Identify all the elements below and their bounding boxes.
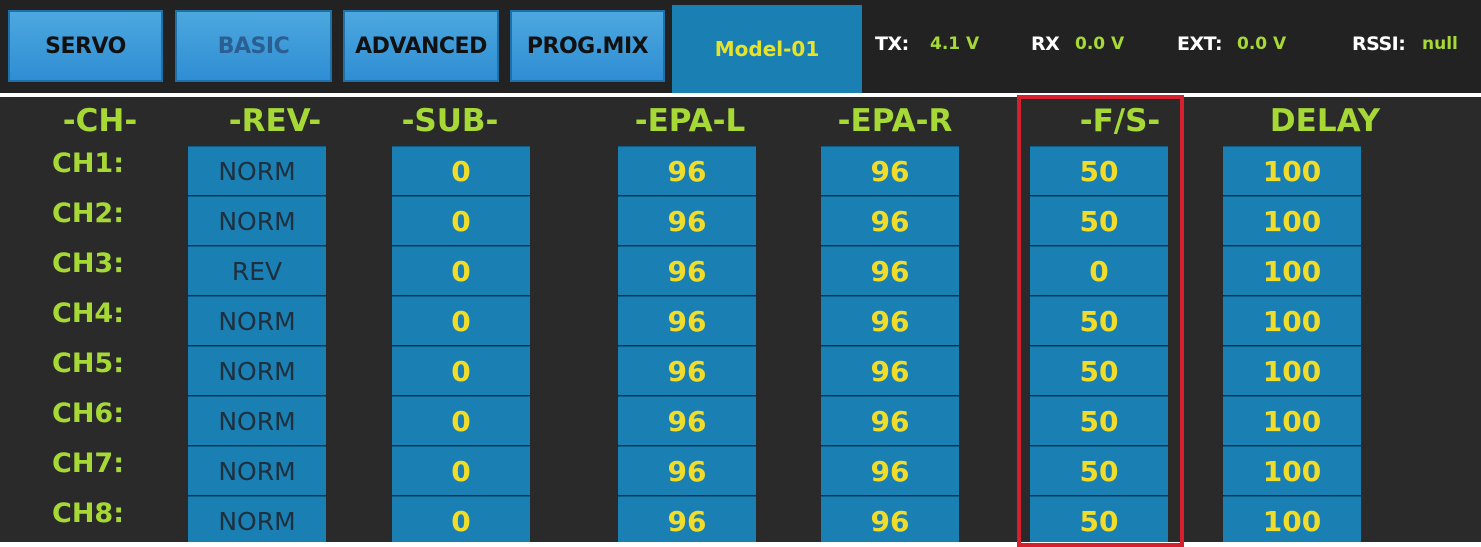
rev-cell[interactable]: NORM	[188, 296, 326, 345]
failsafe-cell[interactable]: 50	[1030, 346, 1168, 395]
tab-prog-mix[interactable]: PROG.MIX	[510, 10, 665, 82]
tx-voltage: 4.1 V	[930, 34, 980, 54]
epa-right-cell[interactable]: 96	[821, 296, 959, 345]
epa-right-cell[interactable]: 96	[821, 346, 959, 395]
tab-advanced[interactable]: ADVANCED	[343, 10, 499, 82]
epa-right-cell[interactable]: 96	[821, 496, 959, 542]
epa-right-cell[interactable]: 96	[821, 446, 959, 495]
failsafe-cell[interactable]: 50	[1030, 496, 1168, 542]
tab-basic[interactable]: BASIC	[175, 10, 332, 82]
channel-label: CH1:	[52, 148, 124, 179]
sub-trim-cell[interactable]: 0	[392, 396, 530, 445]
column-header-sub: -SUB-	[401, 103, 499, 139]
column-header-ch: -CH-	[62, 103, 138, 139]
failsafe-cell[interactable]: 50	[1030, 396, 1168, 445]
epa-left-cell[interactable]: 96	[618, 446, 756, 495]
column-header-failsafe: -F/S-	[1079, 103, 1161, 139]
model-name[interactable]: Model-01	[672, 5, 862, 93]
failsafe-cell[interactable]: 50	[1030, 296, 1168, 345]
epa-left-cell[interactable]: 96	[618, 246, 756, 295]
sub-trim-cell[interactable]: 0	[392, 446, 530, 495]
delay-cell[interactable]: 100	[1223, 296, 1361, 345]
epa-left-cell[interactable]: 96	[618, 296, 756, 345]
delay-cell[interactable]: 100	[1223, 496, 1361, 542]
delay-cell[interactable]: 100	[1223, 346, 1361, 395]
epa-right-cell[interactable]: 96	[821, 396, 959, 445]
rx-voltage: 0.0 V	[1075, 34, 1125, 54]
sub-trim-cell[interactable]: 0	[392, 196, 530, 245]
failsafe-cell[interactable]: 0	[1030, 246, 1168, 295]
column-header-epa-l: -EPA-L	[634, 103, 746, 139]
channel-label: CH2:	[52, 198, 124, 229]
channel-label: CH5:	[52, 348, 124, 379]
delay-cell[interactable]: 100	[1223, 246, 1361, 295]
epa-left-cell[interactable]: 96	[618, 196, 756, 245]
epa-right-cell[interactable]: 96	[821, 196, 959, 245]
rx-label: RX	[1031, 33, 1060, 55]
channel-label: CH4:	[52, 298, 124, 329]
servo-table: -CH- -REV- -SUB- -EPA-L -EPA-R -F/S- DEL…	[0, 97, 1481, 542]
delay-cell[interactable]: 100	[1223, 396, 1361, 445]
epa-left-cell[interactable]: 96	[618, 146, 756, 195]
rssi-value: null	[1422, 34, 1458, 54]
sub-trim-cell[interactable]: 0	[392, 246, 530, 295]
rev-cell[interactable]: NORM	[188, 346, 326, 395]
failsafe-cell[interactable]: 50	[1030, 446, 1168, 495]
channel-label: CH8:	[52, 498, 124, 529]
tab-servo[interactable]: SERVO	[8, 10, 163, 82]
rev-cell[interactable]: NORM	[188, 496, 326, 542]
channel-label: CH6:	[52, 398, 124, 429]
tx-label: TX:	[875, 33, 909, 55]
column-header-rev: -REV-	[228, 103, 322, 139]
epa-right-cell[interactable]: 96	[821, 146, 959, 195]
sub-trim-cell[interactable]: 0	[392, 346, 530, 395]
rev-cell[interactable]: NORM	[188, 396, 326, 445]
column-header-epa-r: -EPA-R	[837, 103, 953, 139]
epa-left-cell[interactable]: 96	[618, 396, 756, 445]
rev-cell[interactable]: NORM	[188, 196, 326, 245]
epa-left-cell[interactable]: 96	[618, 346, 756, 395]
column-header-delay: DELAY	[1269, 103, 1381, 139]
ext-label: EXT:	[1177, 33, 1223, 55]
rev-cell[interactable]: NORM	[188, 446, 326, 495]
sub-trim-cell[interactable]: 0	[392, 296, 530, 345]
header-bar: SERVO BASIC ADVANCED PROG.MIX Model-01 T…	[0, 0, 1481, 93]
failsafe-cell[interactable]: 50	[1030, 146, 1168, 195]
channel-label: CH7:	[52, 448, 124, 479]
delay-cell[interactable]: 100	[1223, 196, 1361, 245]
rev-cell[interactable]: NORM	[188, 146, 326, 195]
channel-label: CH3:	[52, 248, 124, 279]
sub-trim-cell[interactable]: 0	[392, 496, 530, 542]
header-divider	[0, 93, 1481, 97]
sub-trim-cell[interactable]: 0	[392, 146, 530, 195]
rssi-label: RSSI:	[1352, 33, 1406, 55]
failsafe-cell[interactable]: 50	[1030, 196, 1168, 245]
rev-cell[interactable]: REV	[188, 246, 326, 295]
epa-right-cell[interactable]: 96	[821, 246, 959, 295]
epa-left-cell[interactable]: 96	[618, 496, 756, 542]
delay-cell[interactable]: 100	[1223, 446, 1361, 495]
ext-voltage: 0.0 V	[1237, 34, 1287, 54]
delay-cell[interactable]: 100	[1223, 146, 1361, 195]
